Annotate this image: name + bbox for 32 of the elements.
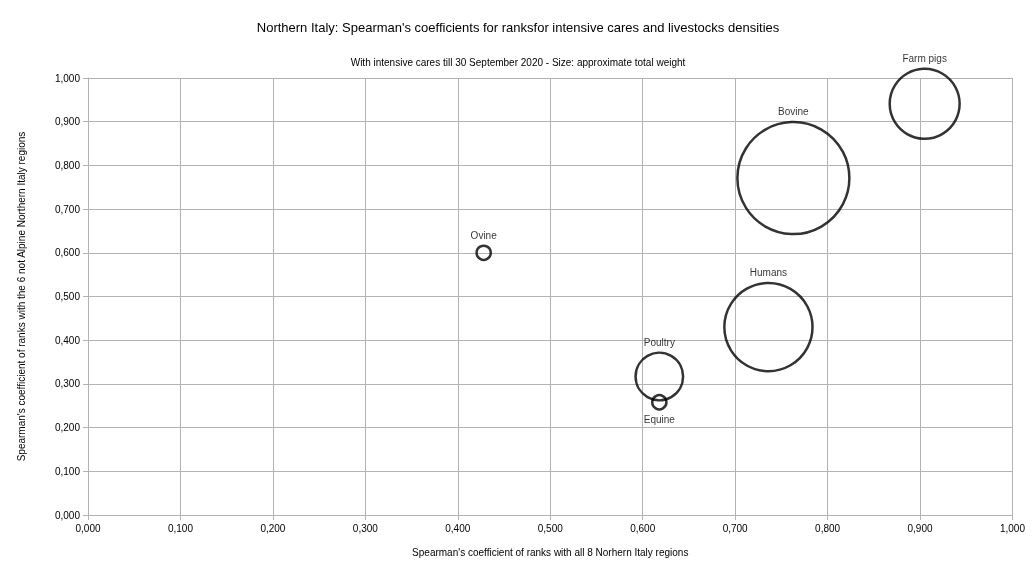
y-tick-label: 0,500	[54, 291, 81, 302]
y-tick-label: 0,700	[54, 203, 81, 215]
series-label: Farm pigs	[902, 53, 947, 65]
x-tick-label: 0,300	[352, 522, 379, 534]
y-tick-label: 0,100	[54, 465, 81, 477]
y-tick-label: 0,400	[54, 334, 81, 346]
series-label: Poultry	[643, 336, 675, 348]
y-tick-label: 0,900	[54, 116, 81, 128]
x-tick-label: 0,400	[445, 522, 471, 534]
y-tick-label: 0,000	[54, 509, 81, 521]
chart-subtitle: With intensive cares till 30 September 2020 - Size: approximate total weight	[350, 56, 686, 68]
x-tick-label: 0,100	[167, 522, 194, 534]
y-tick-label: 1,000	[54, 72, 81, 84]
x-tick-label: 0,200	[260, 522, 286, 534]
y-tick-label: 0,800	[54, 159, 81, 171]
series-label: Ovine	[470, 229, 498, 241]
x-tick-label: 0,600	[630, 522, 656, 534]
chart-title: Northern Italy: Spearman's coefficients for ranksfor intensive cares and livestocks densities	[256, 20, 780, 35]
y-axis-title: Spearman's coefficient of ranks with the 6 not Alpine Northern Italy regions	[15, 131, 27, 462]
series-label: Equine	[643, 414, 676, 426]
x-tick-label: 1,000	[999, 522, 1026, 534]
x-tick-label: 0,800	[815, 522, 841, 534]
y-tick-label: 0,600	[54, 247, 81, 259]
x-tick-label: 0,500	[537, 522, 564, 534]
x-tick-label: 0,900	[907, 522, 933, 534]
x-tick-label: 0,700	[722, 522, 749, 534]
x-tick-label: 0,000	[75, 522, 101, 534]
y-tick-label: 0,200	[54, 422, 81, 434]
series-label: Humans	[749, 267, 788, 279]
y-tick-label: 0,300	[54, 378, 81, 390]
x-axis-title: Spearman's coefficient of ranks with all 8 Norhern Italy regions	[412, 546, 689, 558]
series-label: Bovine	[778, 106, 810, 118]
